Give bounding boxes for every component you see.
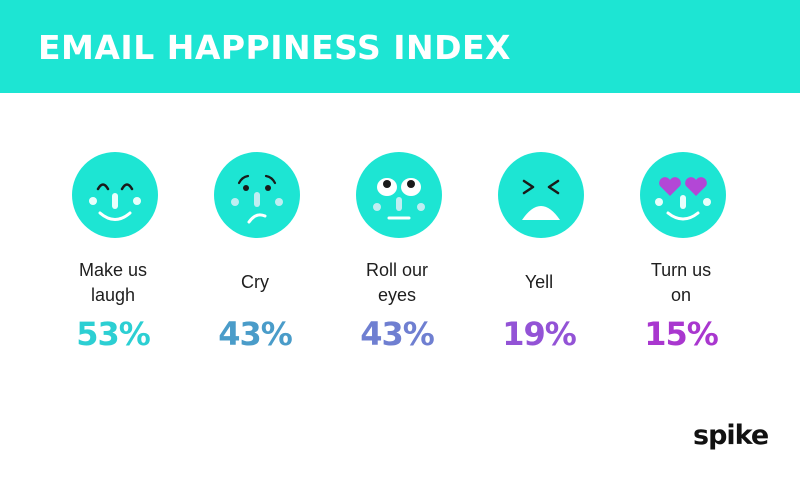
header-banner: EMAIL HAPPINESS INDEX [0,0,800,93]
item-value: 43% [218,315,293,353]
spike-logo: spike [693,420,769,451]
item-label: Cry [241,272,269,292]
item-label: Make us laugh [78,260,148,305]
item-value: 53% [76,315,151,353]
eye-roll-face-icon [354,150,444,240]
crying-face-icon [212,150,302,240]
item-label: Yell [524,272,554,292]
page-title: EMAIL HAPPINESS INDEX [38,28,511,67]
item-value: 15% [644,315,719,353]
item-label: Turn us on [650,260,712,305]
item-value: 19% [502,315,577,353]
item-label: Roll our eyes [365,260,429,305]
yelling-face-icon [496,150,586,240]
laughing-face-icon [70,150,160,240]
heart-eyes-face-icon [638,150,728,240]
item-value: 43% [360,315,435,353]
